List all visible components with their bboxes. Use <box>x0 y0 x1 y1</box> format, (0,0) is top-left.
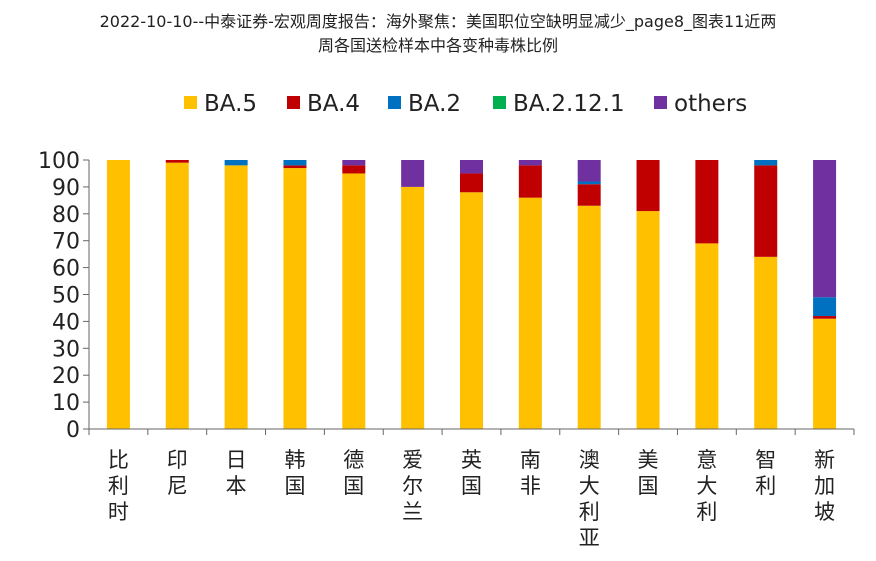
x-tick-label-1: 印尼 <box>167 448 188 498</box>
legend-swatch-BA.2 <box>388 96 401 109</box>
bar-segment-BA.4-6 <box>460 173 483 193</box>
x-tick-label-8: 澳大利亚 <box>579 448 600 550</box>
legend-swatch-BA.4 <box>287 96 300 109</box>
x-tick-label-10: 意大利 <box>696 448 717 524</box>
y-tick-label-70: 70 <box>52 230 80 255</box>
bar-segment-BA.5-8 <box>577 205 601 429</box>
bar-segment-BA.4-3 <box>283 165 307 169</box>
bar-segment-BA.5-7 <box>518 197 542 429</box>
bar-segment-BA.5-6 <box>460 192 483 429</box>
bar-segment-others-4 <box>342 160 366 166</box>
bar-segment-BA.4-10 <box>695 160 719 244</box>
bar-segment-BA.2-11 <box>754 160 778 166</box>
x-tick-label-6: 英国 <box>461 448 482 498</box>
bar-segment-others-7 <box>518 160 542 166</box>
chart-title-line-2: 周各国送检样本中各变种毒株比例 <box>317 36 558 55</box>
x-tick-label-7: 南非 <box>520 448 541 498</box>
bar-segment-BA.5-0 <box>106 160 130 429</box>
y-tick-label-40: 40 <box>52 310 80 335</box>
bar-segment-BA.4-11 <box>754 165 778 257</box>
x-tick-label-0: 比利时 <box>108 448 129 524</box>
bar-segment-BA.4-4 <box>342 165 366 174</box>
x-tick-label-9: 美国 <box>638 448 659 498</box>
bar-segment-BA.4-9 <box>636 160 660 212</box>
legend-label-others: others <box>674 91 747 117</box>
bar-segment-BA.5-10 <box>695 243 719 429</box>
legend-swatch-BA.5 <box>184 96 197 109</box>
bar-segment-BA.5-11 <box>754 256 778 429</box>
bar-segment-BA.5-1 <box>165 162 189 429</box>
y-tick-label-90: 90 <box>52 176 80 201</box>
bar-segment-BA.5-2 <box>224 165 248 429</box>
bar-segment-others-6 <box>460 160 483 174</box>
x-tick-label-4: 德国 <box>343 448 364 498</box>
x-tick-label-2: 日本 <box>226 448 247 498</box>
bar-segment-BA.5-3 <box>283 168 307 429</box>
bar-segment-BA.5-4 <box>342 173 366 429</box>
bar-segment-BA.5-12 <box>813 318 837 429</box>
x-tick-label-5: 爱尔兰 <box>402 448 423 524</box>
legend-swatch-others <box>654 96 667 109</box>
bar-segment-BA.4-1 <box>165 160 189 163</box>
bar-segment-others-5 <box>401 160 425 187</box>
bar-segment-BA.5-9 <box>636 211 660 429</box>
y-tick-label-60: 60 <box>52 257 80 282</box>
y-tick-label-80: 80 <box>52 203 80 228</box>
y-tick-label-30: 30 <box>52 337 80 362</box>
bars <box>106 160 837 429</box>
x-tick-label-12: 新加坡 <box>814 448 835 524</box>
bar-segment-BA.2-8 <box>577 181 601 185</box>
bar-segment-BA.4-12 <box>813 316 837 319</box>
legend-label-BA.2.12.1: BA.2.12.1 <box>513 91 625 117</box>
y-tick-label-0: 0 <box>66 418 80 443</box>
y-tick-label-50: 50 <box>52 284 80 309</box>
bar-segment-BA.2-3 <box>283 160 307 166</box>
bar-segment-others-12 <box>813 160 837 298</box>
legend-label-BA.5: BA.5 <box>204 91 257 117</box>
x-tick-label-3: 韩国 <box>284 448 305 498</box>
bar-segment-others-8 <box>577 160 601 182</box>
bar-segment-BA.4-7 <box>518 165 542 198</box>
legend-label-BA.4: BA.4 <box>307 91 360 117</box>
bar-segment-BA.4-8 <box>577 184 601 206</box>
chart-title-line-1: 2022-10-10--中泰证券-宏观周度报告：海外聚焦：美国职位空缺明显减少_… <box>99 12 777 31</box>
legend-label-BA.2: BA.2 <box>408 91 461 117</box>
bar-segment-BA.2-12 <box>813 297 837 317</box>
x-tick-label-11: 智利 <box>755 448 776 498</box>
y-tick-label-100: 100 <box>38 149 80 174</box>
bar-segment-BA.2-2 <box>224 160 248 166</box>
y-tick-label-20: 20 <box>52 364 80 389</box>
bar-segment-BA.5-5 <box>401 186 425 429</box>
y-tick-label-10: 10 <box>52 391 80 416</box>
legend: BA.5 BA.4 BA.2 BA.2.12.1 others <box>184 91 747 117</box>
legend-swatch-BA.2.12.1 <box>493 96 506 109</box>
